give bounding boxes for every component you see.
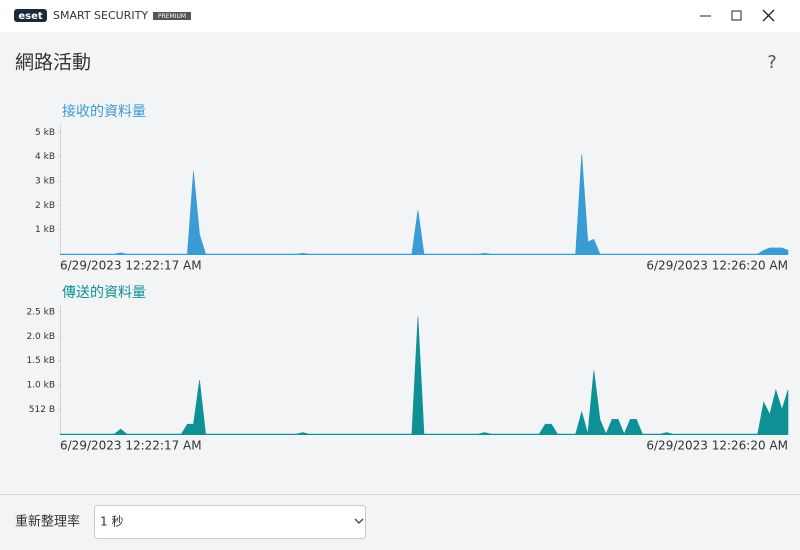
x-tick-label: 6/29/2023 12:22:17 AM [60,439,202,453]
page-title: 網路活動 [15,52,91,74]
refresh-select[interactable] [94,505,366,539]
refresh-label: 重新整理率 [15,514,80,530]
close-button[interactable] [762,9,775,22]
y-tick-label: 1.5 kB [26,356,55,366]
maximize-button[interactable] [731,10,742,21]
edition: PREMIUM [158,13,186,20]
title-bar [0,0,800,32]
x-tick-label: 6/29/2023 12:26:20 AM [646,439,788,453]
y-tick-label: 2.0 kB [26,332,55,342]
chart-title: 傳送的資料量 [62,285,146,301]
y-tick-label: 5 kB [35,128,55,138]
help-button[interactable]: ? [767,52,777,73]
y-tick-label: 2.5 kB [26,307,55,317]
y-tick-label: 1.0 kB [26,381,55,391]
refresh-value: 1 秒 [100,515,123,529]
x-tick-label: 6/29/2023 12:22:17 AM [60,259,202,273]
logo: eset [18,11,43,22]
y-tick-label: 4 kB [35,152,55,162]
y-tick-label: 1 kB [35,225,55,235]
logo-box [14,9,47,22]
y-tick-label: 512 B [29,405,55,415]
select-arrow [354,518,364,524]
x-tick-label: 6/29/2023 12:26:20 AM [646,259,788,273]
edition-badge [153,12,191,20]
y-tick-label: 3 kB [35,176,55,186]
chart-title: 接收的資料量 [62,103,146,120]
product-name: SMART SECURITY [53,9,148,22]
y-tick-label: 2 kB [35,201,55,211]
